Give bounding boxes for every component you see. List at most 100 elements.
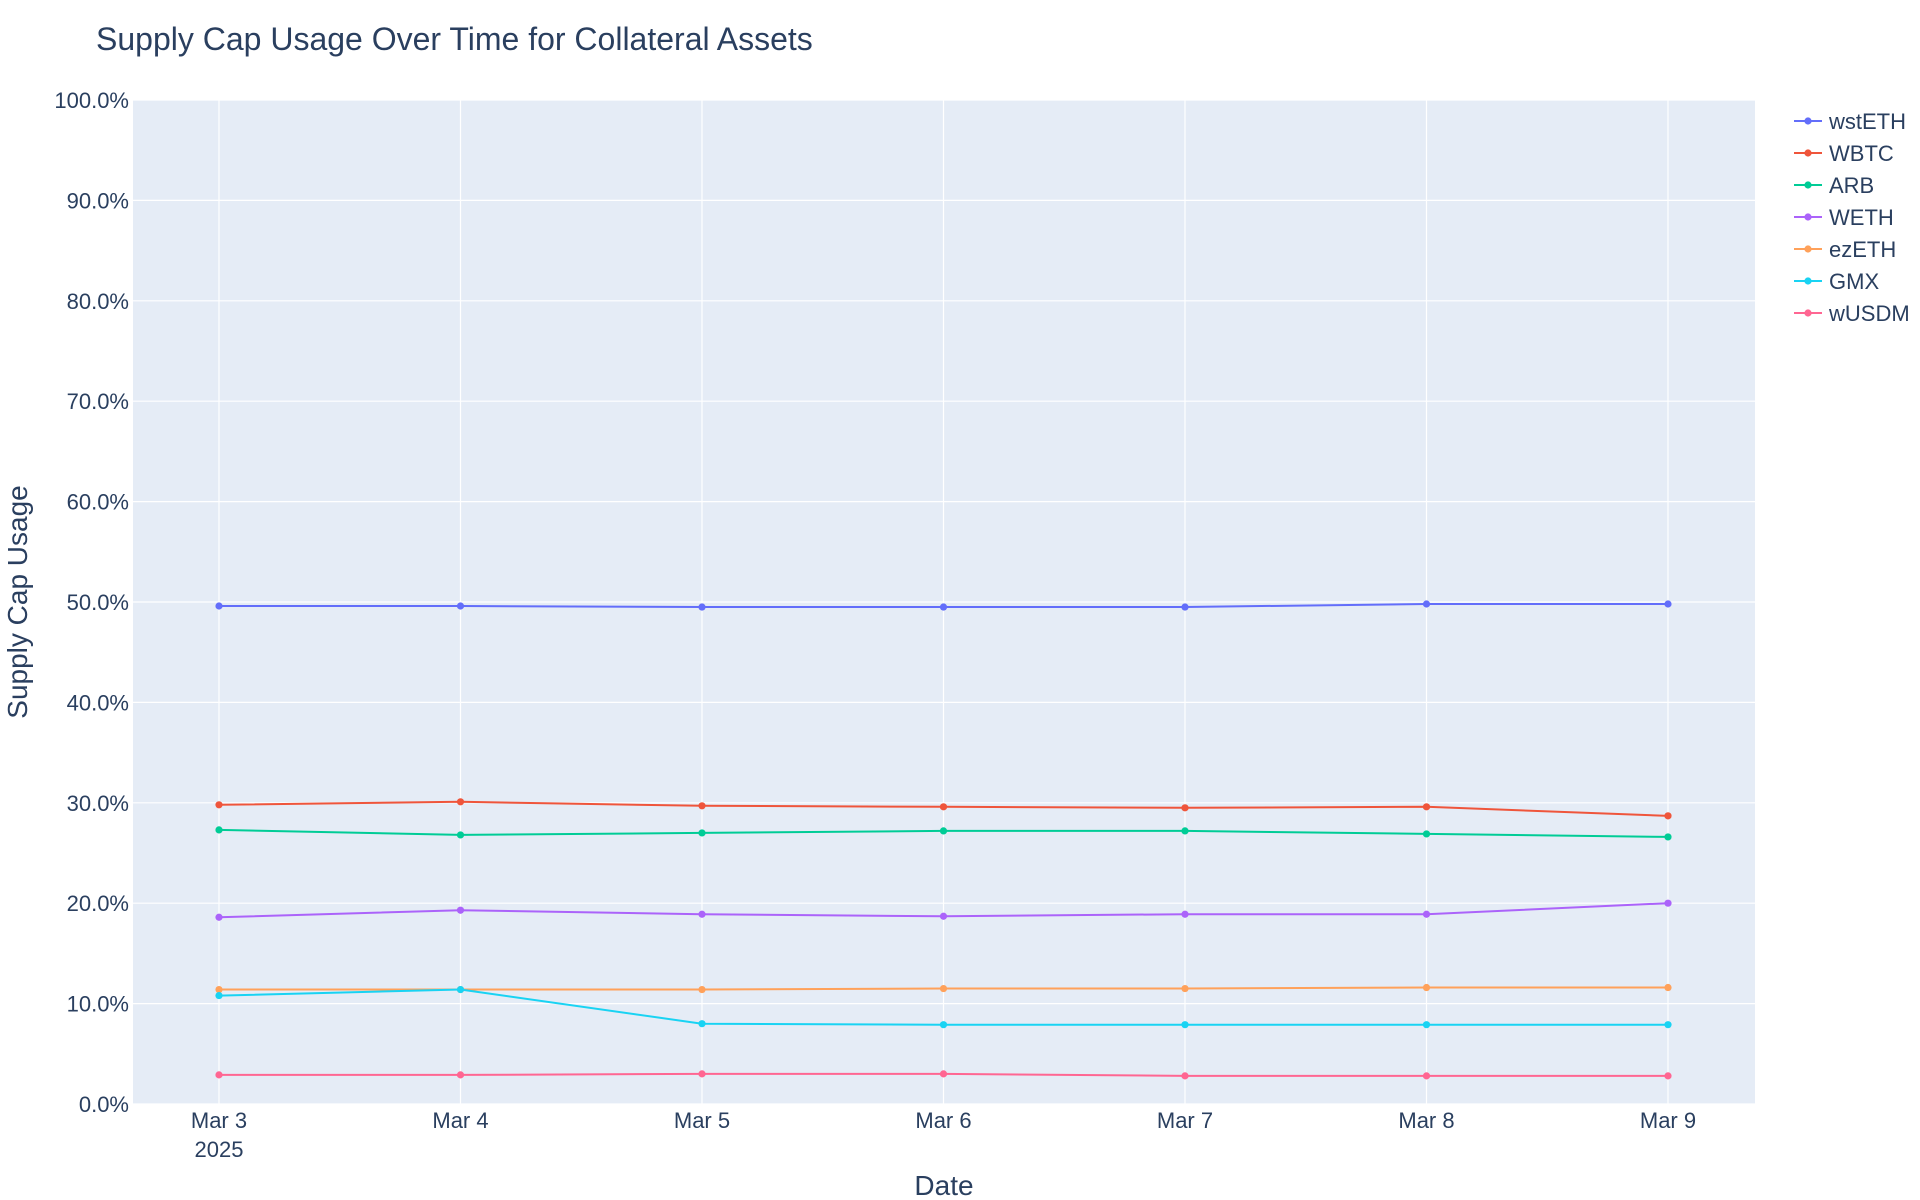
data-point [1664,833,1672,841]
data-point [456,906,465,914]
series-layer [215,600,1672,1080]
series-wbtc [215,798,1672,820]
y-tick-label: 60.0% [67,490,129,515]
y-tick-label: 10.0% [67,992,129,1017]
legend-item-wusdm[interactable]: wUSDM [1794,301,1910,326]
legend-marker-icon [1804,117,1812,125]
data-point [1181,1072,1189,1080]
data-point [698,985,706,994]
data-point [939,603,948,611]
legend-marker-icon [1804,149,1812,157]
y-tick-label: 100.0% [54,88,129,113]
legend-label: wUSDM [1828,301,1910,326]
data-point [939,1070,948,1078]
legend-marker-icon [1804,181,1812,189]
legend-label: ezETH [1829,237,1896,262]
legend-item-weth[interactable]: WETH [1794,205,1894,230]
data-point [1181,827,1189,835]
legend-item-wsteth[interactable]: wstETH [1794,109,1906,134]
y-tick-label: 70.0% [67,389,129,414]
x-axis-title: Date [914,1170,973,1200]
data-point [939,803,948,811]
y-tick-label: 50.0% [67,590,129,615]
gridlines [133,99,1755,1105]
data-point [215,913,223,921]
data-point [698,802,706,810]
data-point [1181,984,1189,993]
data-point [698,1020,706,1028]
legend[interactable]: wstETH WBTC ARB WETH ezETH GMX wUSDM [1794,109,1910,326]
y-tick-label: 90.0% [67,188,129,213]
series-wusdm [215,1070,1672,1080]
data-point [1664,1021,1672,1029]
x-tick-label: Mar 9 [1640,1108,1696,1133]
y-tick-label: 30.0% [67,791,129,816]
series-arb [215,826,1672,841]
legend-label: wstETH [1828,109,1906,134]
x-tick-label: Mar 8 [1398,1108,1454,1133]
data-point [939,912,948,920]
data-point [939,827,948,835]
legend-label: GMX [1829,269,1879,294]
data-point [456,985,465,994]
legend-marker-icon [1804,309,1812,317]
data-point [1664,899,1672,907]
x-tick-year-label: 2025 [195,1137,244,1162]
x-tick-label: Mar 3 [191,1108,247,1133]
data-point [939,1021,948,1029]
legend-marker-icon [1804,277,1812,285]
data-point [698,829,706,837]
series-weth [215,899,1672,921]
y-tick-label: 40.0% [67,690,129,715]
data-point [1664,1072,1672,1080]
data-point [215,991,223,1000]
data-point [456,602,465,610]
data-point [1664,600,1672,608]
data-point [1422,600,1431,608]
data-point [215,826,223,834]
data-point [1422,1021,1431,1029]
data-point [1181,804,1189,812]
chart-title: Supply Cap Usage Over Time for Collatera… [96,21,813,57]
data-point [1422,1072,1431,1080]
data-point [1181,1021,1189,1029]
data-point [698,603,706,611]
y-tick-label: 0.0% [79,1092,129,1117]
series-gmx [215,985,1672,1029]
data-point [215,602,223,610]
data-point [1181,603,1189,611]
data-point [215,801,223,809]
data-point [456,1071,465,1079]
data-point [698,1070,706,1078]
x-tick-label: Mar 6 [915,1108,971,1133]
data-point [939,984,948,993]
data-point [1664,812,1672,820]
data-point [215,1071,223,1079]
x-axis-ticks: Mar 3 Mar 4 Mar 5 Mar 6 Mar 7 Mar 8 Mar 9 2025 [191,1108,1696,1162]
y-axis-title: Supply Cap Usage [2,485,33,718]
data-point [456,798,465,806]
data-point [215,985,223,994]
legend-item-wbtc[interactable]: WBTC [1794,141,1894,166]
data-point [1422,983,1431,992]
legend-label: ARB [1829,173,1874,198]
data-point [698,910,706,918]
legend-item-ezeth[interactable]: ezETH [1794,237,1896,262]
x-tick-label: Mar 5 [674,1108,730,1133]
data-point [1664,983,1672,992]
legend-item-gmx[interactable]: GMX [1794,269,1879,294]
legend-marker-icon [1804,213,1812,221]
y-tick-label: 20.0% [67,891,129,916]
legend-marker-icon [1804,245,1812,253]
data-point [1422,910,1431,918]
series-wsteth [215,600,1672,611]
data-point [1422,830,1431,838]
data-point [1181,910,1189,918]
x-tick-label: Mar 4 [432,1108,488,1133]
x-tick-label: Mar 7 [1157,1108,1213,1133]
y-tick-label: 80.0% [67,289,129,314]
legend-item-arb[interactable]: ARB [1794,173,1874,198]
data-point [1422,803,1431,811]
legend-label: WBTC [1829,141,1894,166]
